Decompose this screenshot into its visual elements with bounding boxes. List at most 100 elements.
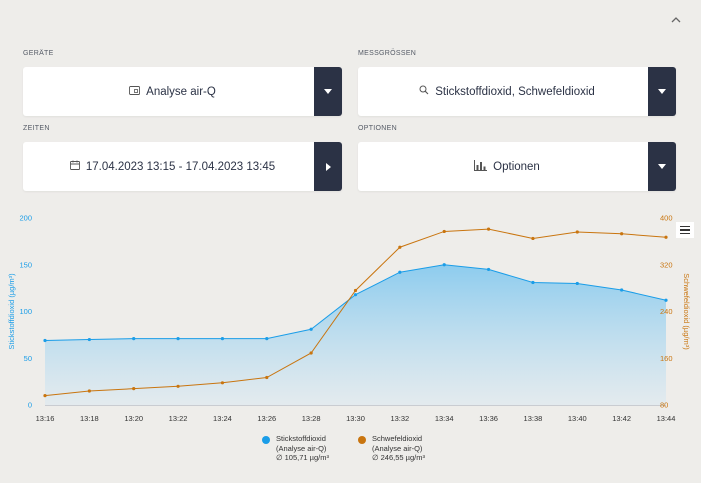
no2-data-point xyxy=(353,293,358,297)
x-tick-label: 13:22 xyxy=(169,414,188,423)
chart-menu-button[interactable] xyxy=(676,222,694,238)
x-tick-label: 13:30 xyxy=(346,414,365,423)
x-tick-label: 13:44 xyxy=(657,414,676,423)
no2-data-point xyxy=(442,263,446,267)
caret-right-icon xyxy=(325,162,331,171)
zeiten-label: ZEITEN xyxy=(23,125,50,132)
y-left-tick-label: 50 xyxy=(24,354,32,363)
x-tick-label: 13:38 xyxy=(524,414,543,423)
y-right-axis-title: Schwefeldioxid (µg/m³) xyxy=(682,273,691,350)
x-tick-label: 13:24 xyxy=(213,414,232,423)
no2-data-point xyxy=(620,288,624,292)
so2-data-point xyxy=(442,229,446,234)
caret-down-icon xyxy=(324,89,332,94)
x-tick-label: 13:16 xyxy=(36,414,55,423)
line-chart: 13:16 13:18 13:20 13:22 13:24 13:26 13:28 13:30… xyxy=(7,214,691,424)
device-icon xyxy=(129,85,141,98)
y-right-tick-label: 80 xyxy=(660,401,668,410)
search-icon xyxy=(419,85,429,98)
no2-area xyxy=(45,264,666,405)
so2-data-point xyxy=(664,235,668,239)
x-tick-label: 13:28 xyxy=(302,414,321,423)
no2-data-point xyxy=(87,337,91,342)
optionen-selector[interactable]: Optionen xyxy=(358,142,676,191)
messgroessen-value: Stickstoffdioxid, Schwefeldioxid xyxy=(435,85,595,98)
geraete-dropdown-button[interactable] xyxy=(314,67,342,116)
zeiten-next-button[interactable] xyxy=(314,142,342,191)
x-tick-label: 13:18 xyxy=(80,414,99,423)
no2-data-point xyxy=(531,280,535,285)
legend-series-average: ∅ 246,55 µg/m³ xyxy=(372,453,425,462)
no2-data-point xyxy=(575,281,579,286)
legend-series-device: (Analyse air-Q) xyxy=(372,443,423,453)
so2-data-point xyxy=(176,384,180,388)
so2-data-point xyxy=(309,351,313,355)
so2-data-point xyxy=(87,389,91,393)
legend-series-name: Stickstoffdioxid xyxy=(276,434,326,443)
no2-data-point xyxy=(309,327,313,331)
no2-data-point xyxy=(398,270,402,274)
calendar-icon xyxy=(69,160,80,173)
zeiten-selector-content: 17.04.2023 13:15 - 17.04.2023 13:45 xyxy=(23,142,314,191)
x-tick-label: 13:34 xyxy=(435,414,454,423)
collapse-chevron-up-icon[interactable] xyxy=(666,10,686,30)
no2-data-point xyxy=(43,338,47,343)
caret-down-icon xyxy=(658,89,666,94)
x-tick-label: 13:40 xyxy=(568,414,587,423)
no2-data-point xyxy=(265,337,269,341)
bar-chart-icon xyxy=(474,159,488,174)
so2-data-point xyxy=(353,288,358,293)
zeiten-value: 17.04.2023 13:15 - 17.04.2023 13:45 xyxy=(85,160,276,173)
legend-series-average: ∅ 105,71 µg/m³ xyxy=(276,453,329,462)
so2-data-point xyxy=(220,381,225,385)
y-right-tick-label: 160 xyxy=(660,354,673,363)
y-left-tick-label: 100 xyxy=(19,307,32,316)
so2-data-point xyxy=(620,232,624,236)
optionen-value: Optionen xyxy=(493,160,540,173)
geraete-label: GERÄTE xyxy=(23,50,54,57)
so2-data-point xyxy=(43,394,47,398)
y-left-tick-label: 200 xyxy=(19,214,32,223)
so2-data-point xyxy=(575,230,579,234)
messgroessen-selector[interactable]: Stickstoffdioxid, Schwefeldioxid xyxy=(358,67,676,116)
optionen-label: OPTIONEN xyxy=(358,125,397,132)
no2-data-point xyxy=(176,337,180,341)
legend-text-so2: Schwefeldioxid (Analyse air-Q) ∅ 246,55 … xyxy=(372,434,425,463)
legend-item-no2[interactable]: Stickstoffdioxid (Analyse air-Q) ∅ 105,7… xyxy=(262,434,329,463)
messgroessen-selector-content: Stickstoffdioxid, Schwefeldioxid xyxy=(358,67,648,116)
geraete-selector-content: Analyse air-Q xyxy=(23,67,314,116)
y-left-tick-label: 150 xyxy=(19,260,32,269)
no2-data-point xyxy=(132,337,136,341)
y-right-tick-label: 240 xyxy=(660,307,673,316)
legend-marker-no2 xyxy=(262,436,270,444)
optionen-dropdown-button[interactable] xyxy=(648,142,676,191)
x-tick-label: 13:42 xyxy=(612,414,631,423)
x-tick-label: 13:36 xyxy=(479,414,498,423)
geraete-selector[interactable]: Analyse air-Q xyxy=(23,67,342,116)
so2-data-point xyxy=(132,387,136,391)
no2-data-point xyxy=(220,337,225,341)
so2-data-point xyxy=(398,245,402,249)
legend-series-device: (Analyse air-Q) xyxy=(276,443,327,453)
legend-marker-so2 xyxy=(358,436,366,444)
legend-series-name: Schwefeldioxid xyxy=(372,434,423,443)
no2-data-point xyxy=(664,298,668,302)
y-right-tick-label: 320 xyxy=(660,260,673,269)
so2-data-point xyxy=(486,227,491,231)
legend-item-so2[interactable]: Schwefeldioxid (Analyse air-Q) ∅ 246,55 … xyxy=(358,434,425,463)
y-left-axis-title: Stickstoffdioxid (µg/m³) xyxy=(7,273,16,350)
y-right-tick-label: 400 xyxy=(660,214,673,223)
messgroessen-dropdown-button[interactable] xyxy=(648,67,676,116)
x-tick-label: 13:26 xyxy=(257,414,276,423)
y-left-tick-label: 0 xyxy=(28,401,32,410)
x-tick-label: 13:32 xyxy=(390,414,409,423)
so2-data-point xyxy=(531,236,535,241)
caret-down-icon xyxy=(658,164,666,169)
geraete-value: Analyse air-Q xyxy=(146,85,216,98)
so2-data-point xyxy=(265,375,269,380)
x-tick-label: 13:20 xyxy=(124,414,143,423)
no2-data-point xyxy=(486,267,491,272)
legend-text-no2: Stickstoffdioxid (Analyse air-Q) ∅ 105,7… xyxy=(276,434,329,463)
messgroessen-label: MESSGRÖSSEN xyxy=(358,50,417,57)
zeiten-selector[interactable]: 17.04.2023 13:15 - 17.04.2023 13:45 xyxy=(23,142,342,191)
